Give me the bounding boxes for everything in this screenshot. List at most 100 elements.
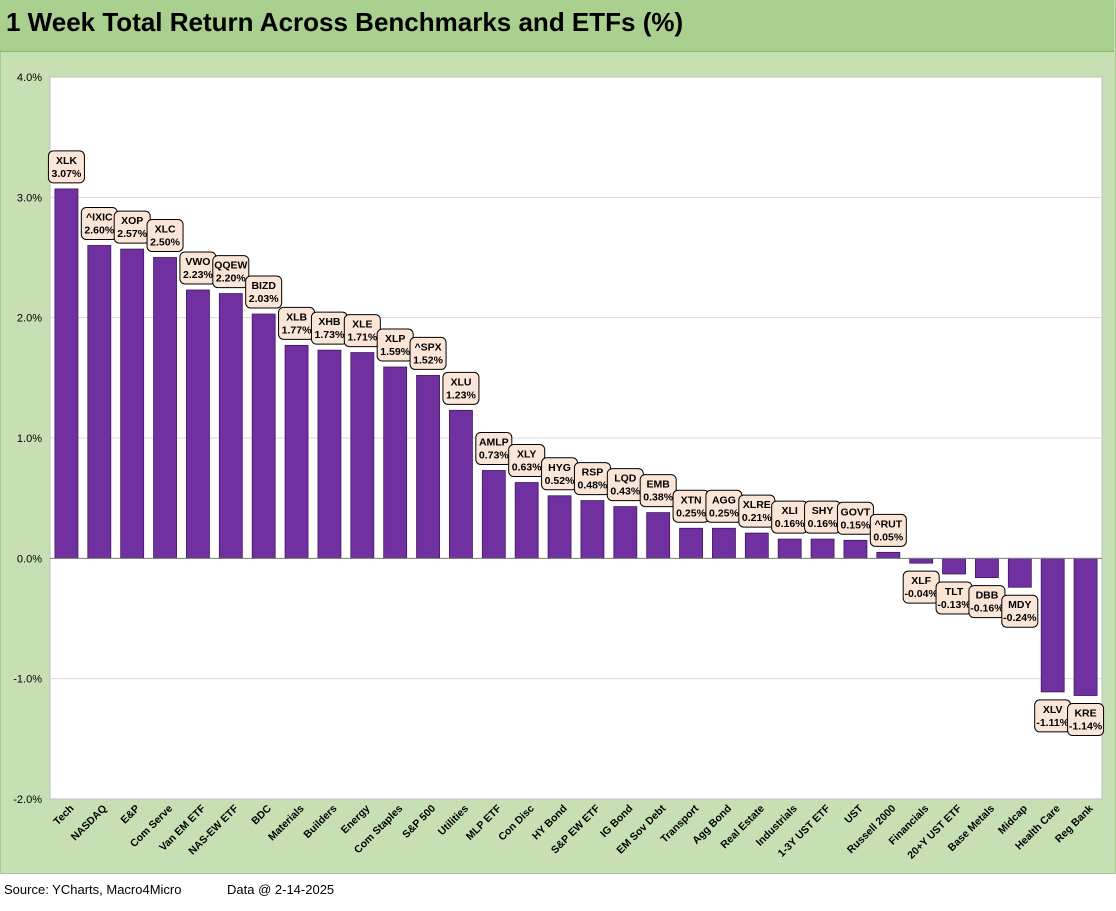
data-label-value: 2.57% — [117, 228, 147, 240]
data-label-box — [869, 513, 907, 547]
data-label-ticker: AGG — [712, 494, 736, 506]
data-label-value: 2.03% — [249, 293, 279, 305]
data-label-value: 2.50% — [150, 237, 180, 249]
bar — [350, 352, 375, 559]
data-label-ticker: GOVT — [841, 506, 871, 518]
data-label-value: 3.07% — [52, 168, 82, 180]
data-label-value: 1.59% — [380, 346, 410, 358]
data-label-value: -0.24% — [1003, 612, 1037, 624]
data-label-ticker: XLK — [56, 155, 77, 167]
data-label-value: 0.43% — [610, 486, 640, 498]
y-tick-label: 1.0% — [17, 433, 42, 445]
data-label-value: -1.11% — [1036, 717, 1069, 729]
bar — [777, 538, 802, 559]
bar — [547, 495, 572, 559]
bar — [383, 366, 408, 559]
bar — [975, 557, 999, 578]
data-label-value: 0.25% — [709, 507, 739, 519]
data-label-box — [245, 275, 283, 309]
data-label-value: 1.52% — [413, 354, 443, 366]
x-tick-label: Materials — [266, 803, 307, 844]
data-label-value: 0.73% — [479, 449, 509, 461]
bar — [744, 532, 769, 559]
x-tick-label: Con Disc — [496, 803, 537, 844]
data-label-ticker: XLV — [1043, 704, 1063, 716]
data-label-value: 1.71% — [347, 332, 377, 344]
bar — [876, 551, 901, 559]
data-label-value: 0.15% — [841, 519, 871, 531]
bar — [186, 289, 210, 559]
data-label-value: 0.05% — [873, 531, 903, 543]
data-label-ticker: XHB — [318, 316, 341, 328]
bar — [1040, 557, 1065, 693]
x-tick-label: BDC — [249, 802, 274, 827]
data-label-box — [442, 371, 480, 405]
y-tick-label: 3.0% — [17, 192, 42, 204]
bar — [317, 349, 342, 559]
data-label-value: 2.60% — [84, 224, 114, 236]
bar — [449, 409, 473, 559]
data-label-ticker: KRE — [1074, 708, 1096, 720]
data-label-ticker: LQD — [614, 473, 637, 485]
data-label-value: -1.14% — [1069, 721, 1103, 733]
data-label-value: 2.23% — [183, 269, 213, 281]
x-tick-label: Builders — [301, 803, 339, 841]
data-label-ticker: ^IXIC — [86, 211, 113, 223]
data-label-value: 0.25% — [676, 507, 706, 519]
data-label-box — [212, 255, 250, 289]
bar — [942, 557, 966, 575]
data-label-value: 1.73% — [315, 329, 345, 341]
data-label-value: -0.13% — [937, 599, 971, 611]
data-label-ticker: HYG — [548, 462, 571, 474]
bar — [712, 527, 736, 559]
data-label-ticker: XLF — [911, 575, 931, 587]
x-tick-label: UST — [842, 802, 866, 826]
data-label-ticker: DBB — [976, 590, 999, 602]
bar — [1073, 557, 1098, 696]
data-label-ticker: XOP — [121, 215, 143, 227]
y-tick-label: 0.0% — [17, 553, 42, 565]
bar — [153, 257, 177, 559]
data-label-ticker: RSP — [582, 467, 604, 479]
data-label-ticker: XTN — [681, 494, 702, 506]
data-label-value: 0.16% — [808, 518, 838, 530]
y-tick-label: 4.0% — [17, 72, 42, 84]
bar — [54, 188, 79, 559]
data-label-ticker: XLC — [155, 224, 176, 236]
data-label-value: 0.38% — [643, 492, 673, 504]
bar — [87, 245, 112, 559]
data-label-ticker: VWO — [185, 256, 210, 268]
y-tick-label: 2.0% — [17, 313, 42, 325]
bar — [416, 375, 440, 559]
data-label-ticker: SHY — [812, 505, 834, 517]
data-label-ticker: XLB — [286, 311, 307, 323]
data-label-value: 2.20% — [216, 273, 246, 285]
bar — [909, 557, 934, 564]
data-label-ticker: QQEW — [214, 260, 247, 272]
bar — [251, 313, 276, 559]
data-label-box — [146, 219, 184, 252]
x-tick-label: E&P — [119, 803, 143, 827]
x-tick-label: Tech — [51, 803, 76, 828]
data-label-ticker: TLT — [945, 586, 964, 598]
title-bar: 1 Week Total Return Across Benchmarks an… — [0, 0, 1114, 52]
bar — [580, 500, 605, 559]
x-tick-label: NASDAQ — [69, 803, 110, 844]
data-label-value: -0.04% — [905, 588, 939, 600]
y-tick-label: -1.0% — [13, 674, 42, 686]
data-label-ticker: XLP — [385, 333, 405, 345]
data-label-value: 0.63% — [512, 462, 542, 474]
data-label-ticker: XLU — [450, 376, 471, 388]
data-label-box — [409, 336, 447, 370]
source-note: Source: YCharts, Macro4Micro — [4, 882, 182, 897]
data-label-ticker: XLY — [517, 449, 536, 461]
data-label-value: 1.23% — [446, 389, 476, 401]
data-label-ticker: AMLP — [479, 436, 509, 448]
data-label-value: 0.16% — [775, 518, 805, 530]
data-label-ticker: MDY — [1008, 599, 1031, 611]
bar — [843, 539, 868, 559]
x-tick-label: S&P 500 — [400, 803, 438, 841]
data-label-ticker: ^SPX — [414, 341, 441, 353]
bar — [514, 482, 539, 559]
